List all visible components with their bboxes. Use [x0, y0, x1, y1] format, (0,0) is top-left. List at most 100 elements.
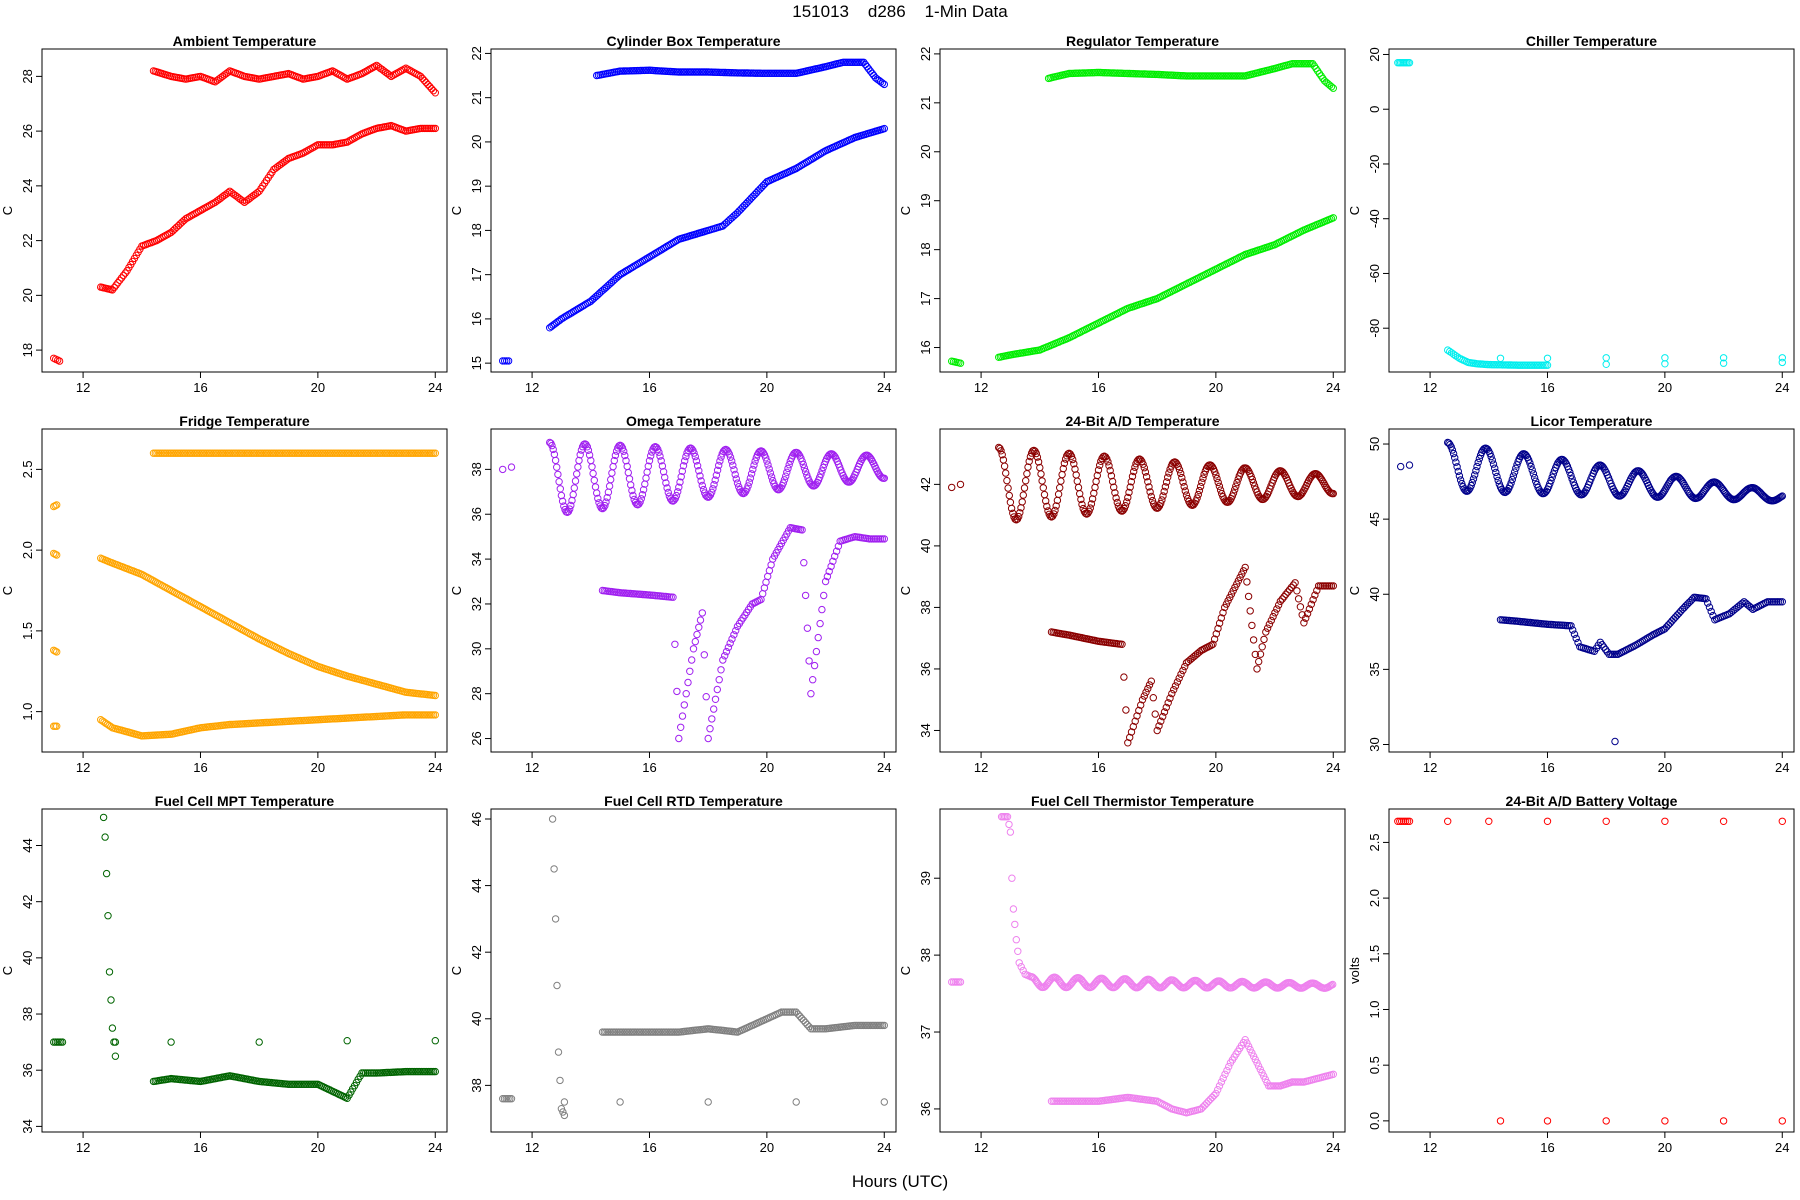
data-point — [323, 141, 331, 149]
data-point — [1224, 597, 1232, 605]
y-tick-label: 34 — [469, 552, 484, 566]
data-point — [686, 667, 694, 675]
series-level — [560, 1098, 888, 1106]
data-point — [1452, 458, 1460, 466]
subplot-title: Fuel Cell Thermistor Temperature — [1031, 793, 1254, 809]
data-point — [1239, 567, 1248, 575]
data-point — [1249, 479, 1258, 487]
data-point — [803, 1020, 811, 1029]
data-point — [717, 666, 725, 674]
y-tick-label: 16 — [918, 340, 933, 354]
data-point — [688, 656, 696, 664]
data-point — [1299, 488, 1307, 496]
data-point — [1085, 507, 1093, 515]
data-point — [818, 467, 826, 475]
data-point — [1174, 462, 1183, 471]
data-point — [1214, 624, 1222, 633]
subplot: Cylinder Box Temperature C 12 16 20 24 15 16 17 1… — [449, 33, 897, 395]
subplot: Ambient Temperature C 12 16 20 24 18 20 22 24 26 28 — [0, 33, 448, 395]
data-point — [713, 685, 721, 694]
data-point — [1778, 354, 1787, 362]
data-point — [1170, 686, 1178, 694]
data-point — [625, 475, 634, 483]
data-point — [1207, 641, 1216, 649]
data-point — [1015, 512, 1023, 521]
data-point — [1278, 595, 1287, 603]
data-point — [1489, 460, 1498, 468]
data-point — [618, 444, 627, 452]
data-point — [1127, 728, 1136, 736]
data-point — [1671, 613, 1680, 621]
data-point — [1483, 445, 1492, 453]
data-point — [706, 725, 714, 733]
data-point — [1059, 464, 1068, 473]
data-point — [1006, 498, 1015, 506]
series-lower — [995, 214, 1338, 361]
data-point — [1140, 464, 1149, 472]
data-point — [1020, 484, 1029, 492]
data-point — [308, 144, 317, 152]
data-point — [655, 448, 663, 456]
data-point — [682, 690, 690, 698]
data-point — [570, 484, 578, 492]
data-point — [560, 1098, 569, 1106]
data-point — [1210, 635, 1219, 643]
data-point — [1144, 684, 1152, 693]
data-point — [191, 209, 199, 218]
data-point — [816, 619, 824, 628]
data-point — [431, 691, 439, 700]
data-point — [997, 447, 1005, 455]
data-point — [745, 478, 753, 486]
data-point — [801, 591, 810, 600]
data-point — [1309, 596, 1317, 604]
data-point — [330, 68, 339, 76]
subplot: Omega Temperature C 12 16 20 24 26 28 30 32 34 36 38 — [449, 413, 897, 775]
data-point — [429, 124, 438, 133]
data-point — [1719, 1117, 1728, 1125]
data-point — [1405, 461, 1414, 469]
data-point — [1073, 477, 1082, 485]
points — [499, 438, 888, 743]
data-point — [1453, 353, 1462, 361]
data-point — [834, 542, 843, 550]
y-tick-label: 2.5 — [20, 460, 35, 478]
plot-frame — [490, 48, 897, 373]
y-tick-label: 40 — [918, 539, 933, 553]
data-point — [182, 215, 190, 223]
x-tick-label: 12 — [525, 1140, 539, 1155]
data-point — [350, 134, 359, 142]
data-point — [702, 693, 710, 701]
x-tick-label: 20 — [311, 1140, 325, 1155]
data-point — [831, 552, 839, 560]
data-point — [1008, 874, 1016, 882]
points — [499, 58, 888, 365]
y-tick-label: 18 — [918, 242, 933, 256]
data-point — [1719, 359, 1728, 367]
y-tick-label: 0 — [1367, 106, 1382, 113]
x-tick-label: 16 — [642, 1140, 656, 1155]
data-point — [1159, 712, 1167, 721]
data-point — [1215, 1082, 1224, 1090]
data-point — [1126, 733, 1134, 742]
x-tick-label: 24 — [428, 760, 442, 775]
data-point — [783, 468, 791, 476]
data-point — [751, 457, 759, 465]
data-point — [1329, 980, 1337, 989]
data-point — [422, 78, 430, 87]
data-point — [614, 444, 622, 452]
data-point — [693, 630, 701, 639]
data-point — [744, 482, 752, 490]
data-point — [1154, 503, 1163, 512]
data-point — [1162, 478, 1171, 486]
data-point — [818, 605, 826, 614]
data-point — [1162, 703, 1171, 712]
data-point — [1069, 455, 1077, 464]
data-point — [431, 89, 439, 97]
data-point — [549, 445, 557, 454]
data-point — [732, 475, 740, 483]
data-point — [1313, 586, 1321, 595]
data-point — [705, 492, 713, 501]
y-tick-label: 1.0 — [1367, 1000, 1382, 1018]
data-point — [1532, 477, 1540, 485]
data-point — [656, 452, 664, 460]
